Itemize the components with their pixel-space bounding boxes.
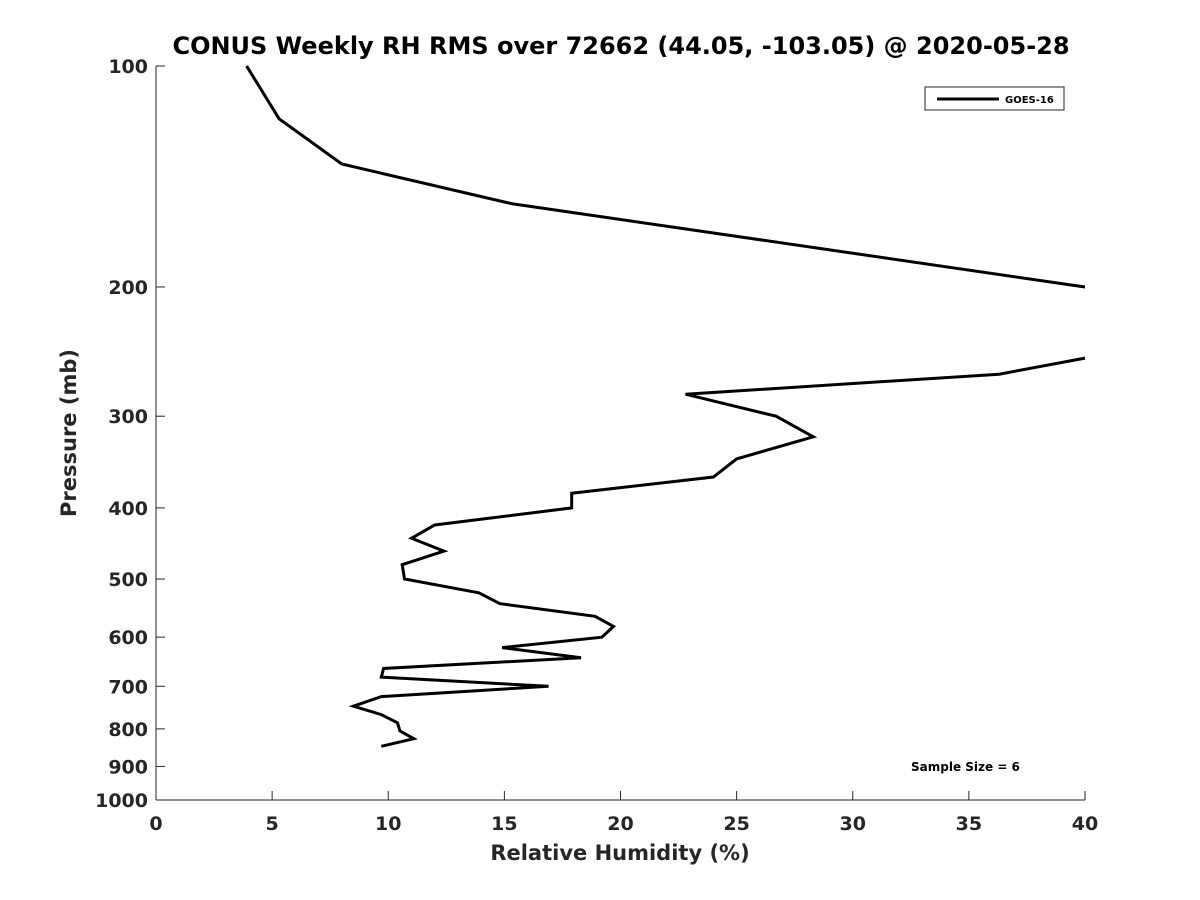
y-axis-label: Pressure (mb) [57, 349, 81, 517]
x-axis-label: Relative Humidity (%) [490, 841, 749, 865]
x-tick-label-15: 15 [491, 813, 517, 835]
x-tick-label-30: 30 [840, 813, 866, 835]
y-tick-label-100: 100 [108, 56, 148, 78]
plot-frame [155, 66, 1085, 801]
x-tick-label-10: 10 [375, 813, 401, 835]
sample-size-annotation: Sample Size = 6 [911, 760, 1020, 774]
y-tick-label-400: 400 [108, 498, 148, 520]
x-tick-label-5: 5 [266, 813, 279, 835]
chart-title: CONUS Weekly RH RMS over 72662 (44.05, -… [172, 32, 1069, 60]
x-axis-ticks: 0 5 10 15 20 25 30 35 40 [149, 791, 1098, 835]
x-tick-label-20: 20 [607, 813, 633, 835]
y-tick-label-1000: 1000 [95, 790, 148, 812]
legend-label-goes-16: GOES-16 [1005, 95, 1054, 106]
series-layer [245, 65, 1086, 748]
y-tick-label-700: 700 [108, 676, 148, 698]
legend: GOES-16 [924, 86, 1065, 111]
x-tick-label-35: 35 [956, 813, 982, 835]
y-tick-label-600: 600 [108, 627, 148, 649]
x-tick-label-25: 25 [723, 813, 749, 835]
y-tick-label-300: 300 [108, 406, 148, 428]
x-tick-label-40: 40 [1072, 813, 1098, 835]
y-tick-label-900: 900 [108, 756, 148, 778]
y-tick-label-200: 200 [108, 277, 148, 299]
y-tick-label-800: 800 [108, 719, 148, 741]
y-tick-label-500: 500 [108, 569, 148, 591]
series-line-goes-16 [245, 65, 1086, 748]
x-tick-label-0: 0 [149, 813, 162, 835]
y-axis-ticks: 100 200 300 400 500 600 700 800 900 1000 [95, 56, 165, 812]
